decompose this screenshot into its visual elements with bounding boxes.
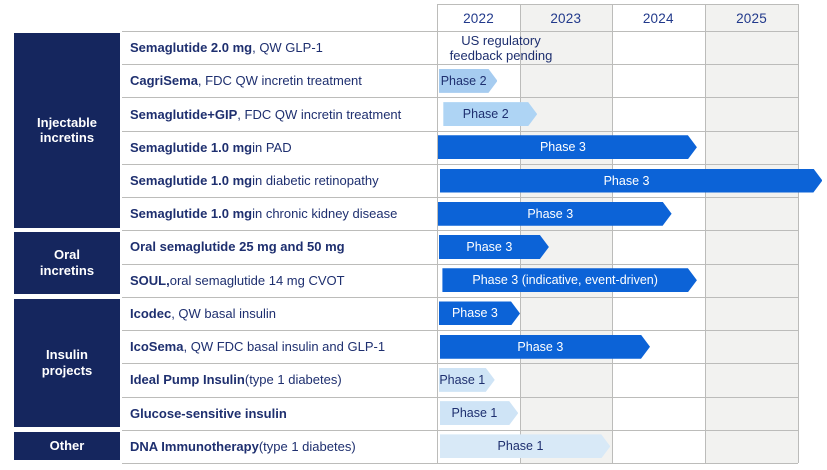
row-label-4: Semaglutide 1.0 mg in diabetic retinopat… bbox=[130, 164, 430, 197]
category-box-1: Oral incretins bbox=[14, 232, 120, 295]
status-note-line1: US regulatory bbox=[461, 33, 541, 48]
category-label: Other bbox=[49, 438, 85, 454]
project-description: , QW FDC basal insulin and GLP-1 bbox=[183, 339, 386, 355]
category-label: Insulin projects bbox=[41, 347, 93, 379]
category-label: Oral incretins bbox=[39, 247, 95, 279]
project-name: Glucose-sensitive insulin bbox=[130, 405, 287, 421]
grid-vline-2 bbox=[611, 4, 613, 463]
project-description: , QW basal insulin bbox=[171, 305, 276, 321]
grid-hline-row-12 bbox=[122, 429, 798, 431]
year-label-2024: 2024 bbox=[642, 10, 674, 26]
row-label-7: SOUL, oral semaglutide 14 mg CVOT bbox=[130, 264, 430, 297]
grid-vline-3 bbox=[705, 4, 706, 463]
project-description: in PAD bbox=[252, 139, 292, 155]
status-note-line2: feedback pending bbox=[449, 48, 553, 64]
phase-bar-5: Phase 3 bbox=[438, 202, 672, 226]
row-label-1: CagriSema, FDC QW incretin treatment bbox=[130, 64, 430, 97]
phase-bar-10: Phase 1 bbox=[439, 368, 495, 392]
year-label-2022: 2022 bbox=[463, 10, 494, 26]
phase-bar-1: Phase 2 bbox=[439, 69, 498, 93]
project-description: (type 1 diabetes) bbox=[258, 438, 356, 454]
grid-hline-row-1 bbox=[122, 64, 798, 66]
grid-hline-row-13 bbox=[122, 463, 798, 464]
phase-bar-4: Phase 3 bbox=[440, 169, 823, 193]
phase-bar-12: Phase 1 bbox=[440, 434, 611, 458]
phase-bar-6: Phase 3 bbox=[439, 235, 549, 259]
row-label-12: DNA Immunotherapy (type 1 diabetes) bbox=[130, 430, 430, 463]
category-box-0: Injectable incretins bbox=[14, 33, 120, 228]
timeline-column-bg-2023 bbox=[520, 4, 612, 463]
row-label-10: Ideal Pump Insulin (type 1 diabetes) bbox=[130, 363, 430, 396]
phase-bar-11: Phase 1 bbox=[440, 401, 519, 425]
timeline-column-bg-2025 bbox=[705, 4, 798, 463]
grid-hline-row-9 bbox=[122, 330, 798, 332]
status-note: US regulatory feedback pending bbox=[438, 33, 564, 64]
project-description: , FDC QW incretin treatment bbox=[237, 106, 402, 122]
row-label-11: Glucose-sensitive insulin bbox=[130, 397, 430, 430]
project-name: CagriSema bbox=[130, 73, 198, 89]
grid-vline-0 bbox=[437, 4, 438, 463]
project-name: Ideal Pump Insulin bbox=[130, 372, 245, 388]
project-name: IcoSema bbox=[130, 339, 184, 355]
project-name: Semaglutide+GIP bbox=[130, 106, 238, 122]
grid-hline-row-5 bbox=[122, 197, 798, 199]
grid-hline-row-4 bbox=[122, 163, 798, 165]
row-label-9: IcoSema, QW FDC basal insulin and GLP-1 bbox=[130, 330, 430, 363]
grid-hline-row-10 bbox=[122, 363, 798, 365]
category-box-2: Insulin projects bbox=[14, 298, 120, 428]
project-name: Semaglutide 1.0 mg bbox=[130, 173, 253, 189]
grid-hline-row-11 bbox=[122, 396, 798, 398]
project-description: in chronic kidney disease bbox=[252, 206, 398, 222]
project-description: oral semaglutide 14 mg CVOT bbox=[169, 272, 345, 288]
category-box-3: Other bbox=[14, 431, 120, 461]
project-name: Semaglutide 1.0 mg bbox=[130, 206, 253, 222]
row-label-3: Semaglutide 1.0 mg in PAD bbox=[130, 131, 430, 164]
grid-vline-1 bbox=[520, 4, 521, 463]
timeline-column-bg-2024 bbox=[611, 4, 705, 463]
grid-hline-row-7 bbox=[122, 263, 798, 265]
project-name: DNA Immunotherapy bbox=[130, 438, 259, 454]
project-name: Semaglutide 1.0 mg bbox=[130, 139, 253, 155]
category-label: Injectable incretins bbox=[37, 114, 97, 146]
phase-bar-8: Phase 3 bbox=[439, 301, 520, 325]
grid-hline-row-8 bbox=[122, 296, 798, 298]
grid-hline-row-0 bbox=[122, 31, 798, 32]
project-name: Oral semaglutide 25 mg and 50 mg bbox=[130, 239, 345, 255]
project-description: , QW GLP-1 bbox=[252, 40, 323, 56]
grid-hline-header-top bbox=[437, 4, 798, 5]
grid-vline-4 bbox=[798, 4, 799, 463]
grid-hline-row-6 bbox=[122, 230, 798, 232]
project-name: Semaglutide 2.0 mg bbox=[130, 40, 253, 56]
row-label-6: Oral semaglutide 25 mg and 50 mg bbox=[130, 230, 430, 263]
phase-bar-2: Phase 2 bbox=[443, 102, 537, 126]
project-description: in diabetic retinopathy bbox=[252, 173, 379, 189]
year-label-2023: 2023 bbox=[550, 10, 582, 26]
project-description: (type 1 diabetes) bbox=[244, 372, 342, 388]
phase-bar-9: Phase 3 bbox=[440, 335, 650, 359]
row-label-2: Semaglutide+GIP, FDC QW incretin treatme… bbox=[130, 97, 430, 130]
phase-bar-7: Phase 3 (indicative, event-driven) bbox=[442, 268, 697, 292]
row-label-8: Icodec, QW basal insulin bbox=[130, 297, 430, 330]
project-name: Icodec bbox=[130, 305, 172, 321]
grid-hline-row-2 bbox=[122, 97, 798, 99]
grid-hline-row-3 bbox=[122, 130, 798, 132]
row-label-0: Semaglutide 2.0 mg, QW GLP-1 bbox=[130, 31, 430, 64]
year-label-2025: 2025 bbox=[736, 10, 767, 26]
project-name: SOUL, bbox=[130, 272, 170, 288]
phase-bar-3: Phase 3 bbox=[438, 135, 697, 159]
row-label-5: Semaglutide 1.0 mg in chronic kidney dis… bbox=[130, 197, 430, 230]
project-description: , FDC QW incretin treatment bbox=[197, 73, 362, 89]
